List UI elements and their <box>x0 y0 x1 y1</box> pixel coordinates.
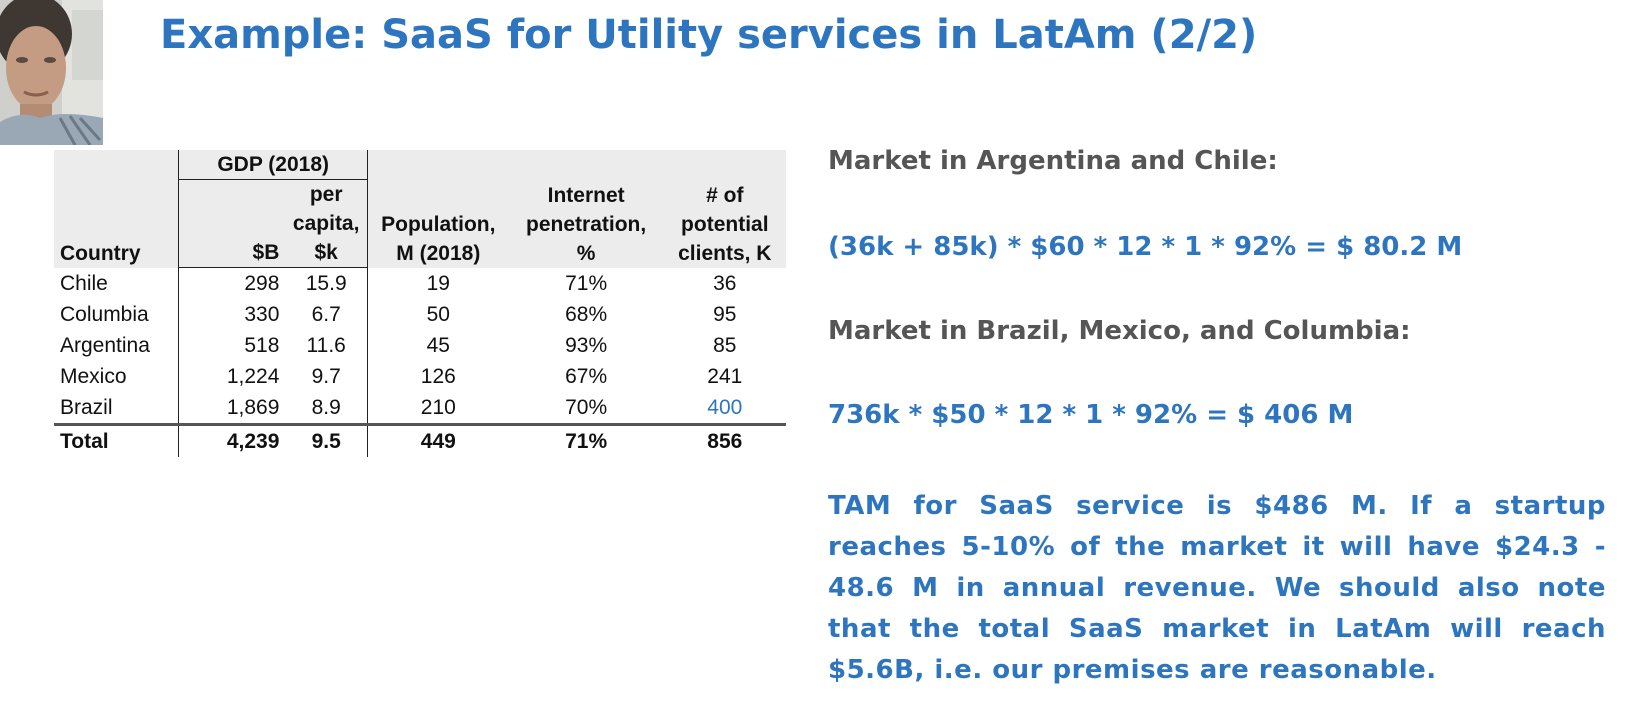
cell-country: Mexico <box>54 361 180 392</box>
table-row: Argentina 518 11.6 45 93% 85 <box>54 330 786 361</box>
header-gdp-b: $B <box>178 179 286 268</box>
cell-population: 126 <box>420 365 456 388</box>
header-gdp-group: GDP (2018) <box>178 150 368 180</box>
cell-gdp-b: 1,869 <box>226 396 280 419</box>
cell-per-capita: 8.9 <box>285 392 368 425</box>
slide-title: Example: SaaS for Utility services in La… <box>160 12 1258 58</box>
cell-population: 45 <box>426 334 450 357</box>
cell-gdp-b: 330 <box>244 303 280 326</box>
table-header-row: $B per capita, $k <box>54 179 786 268</box>
cell-gdp-b: 1,224 <box>226 365 280 388</box>
cell-internet: 70% <box>565 396 608 419</box>
table-row: Chile 298 15.9 19 71% 36 <box>54 267 786 299</box>
cell-internet: 93% <box>565 334 608 357</box>
cell-per-capita: 9.7 <box>285 361 368 392</box>
market-formula-brazil-mexico-columbia: 736k * $50 * 12 * 1 * 92% = $ 406 M <box>828 400 1354 430</box>
cell-total-population: 449 <box>367 423 509 457</box>
cell-population: 210 <box>420 396 456 419</box>
table-total-row: Total 4,239 9.5 449 71% 856 <box>54 423 786 457</box>
country-data-table: Country GDP (2018) Population, M (2018) … <box>54 150 786 457</box>
cell-population: 50 <box>426 303 450 326</box>
market-heading-brazil-mexico-columbia: Market in Brazil, Mexico, and Columbia: <box>828 316 1411 346</box>
cell-population: 19 <box>426 271 450 295</box>
cell-total-label: Total <box>54 423 180 457</box>
cell-clients: 85 <box>713 334 737 357</box>
cell-clients: 241 <box>707 365 743 388</box>
presenter-video-thumbnail <box>0 0 103 145</box>
cell-country: Columbia <box>54 299 180 330</box>
cell-gdp-b: 518 <box>244 334 280 357</box>
cell-clients: 36 <box>713 271 737 295</box>
market-heading-argentina-chile: Market in Argentina and Chile: <box>828 146 1278 176</box>
cell-country: Argentina <box>54 330 180 361</box>
header-internet-penetration: Internet penetration, % <box>508 150 664 268</box>
table-row: Brazil 1,869 8.9 210 70% 400 <box>54 392 786 425</box>
cell-country: Brazil <box>54 392 180 425</box>
cell-total-clients: 856 <box>663 423 786 457</box>
cell-total-internet: 71% <box>508 423 664 457</box>
cell-internet: 67% <box>565 365 608 388</box>
cell-internet: 71% <box>565 271 608 295</box>
cell-total-per-capita: 9.5 <box>285 423 368 457</box>
cell-gdp-b: 298 <box>244 272 280 295</box>
header-country: Country <box>54 150 180 268</box>
market-formula-argentina-chile: (36k + 85k) * $60 * 12 * 1 * 92% = $ 80.… <box>828 232 1463 262</box>
table-row: Columbia 330 6.7 50 68% 95 <box>54 299 786 330</box>
tam-conclusion-paragraph: TAM for SaaS service is $486 M. If a sta… <box>828 491 1606 685</box>
table-row: Mexico 1,224 9.7 126 67% 241 <box>54 361 786 392</box>
cell-internet: 68% <box>565 303 608 326</box>
cell-country: Chile <box>54 267 180 299</box>
cell-per-capita: 11.6 <box>285 330 368 361</box>
table-header-group-row: Country GDP (2018) Population, M (2018) … <box>54 150 786 268</box>
cell-per-capita: 6.7 <box>285 299 368 330</box>
header-potential-clients: # of potential clients, K <box>663 150 786 268</box>
presenter-avatar-icon <box>0 0 103 145</box>
cell-total-gdp-b: 4,239 <box>178 423 286 457</box>
cell-per-capita: 15.9 <box>285 267 368 299</box>
header-population: Population, M (2018) <box>367 150 509 268</box>
cell-clients-highlighted: 400 <box>707 396 743 419</box>
table-body: Chile 298 15.9 19 71% 36 Columbia 330 6.… <box>54 267 786 457</box>
header-gdp-per-capita: per capita, $k <box>285 179 368 268</box>
cell-clients: 95 <box>713 303 737 326</box>
